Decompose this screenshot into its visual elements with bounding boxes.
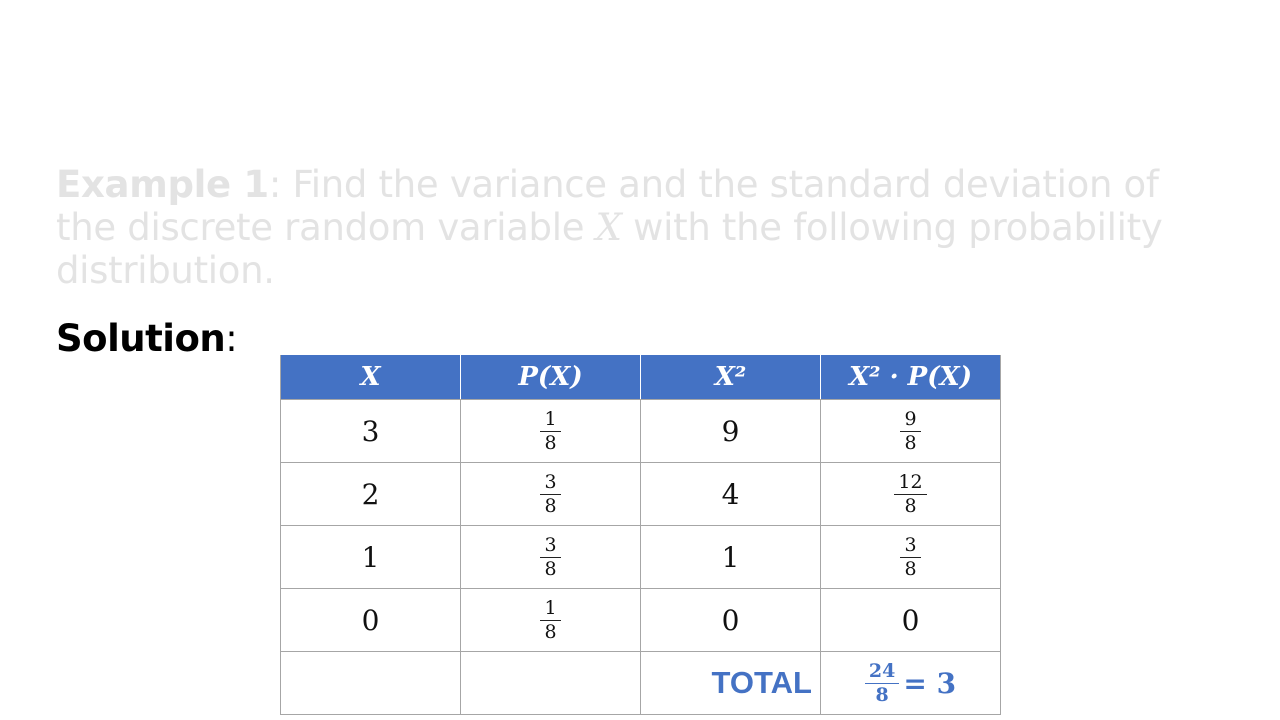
example-prompt: Example 1: Find the variance and the sta… — [56, 163, 1216, 292]
total-result: = 3 — [903, 667, 956, 700]
cell-x-squared-px: 0 — [821, 589, 1001, 652]
fraction-numerator: 1 — [540, 409, 560, 432]
solution-colon: : — [225, 317, 237, 360]
example-label: Example 1 — [56, 163, 269, 206]
cell-x-squared: 4 — [641, 463, 821, 526]
total-value: 24 8 = 3 — [865, 665, 956, 698]
fraction-denominator: 8 — [872, 684, 893, 706]
header-px: P(X) — [461, 355, 641, 400]
fraction-numerator: 12 — [894, 472, 926, 495]
header-x-squared-times-px: X² · P(X) — [821, 355, 1001, 400]
total-row: TOTAL 24 8 = 3 — [281, 652, 1001, 715]
fraction-numerator: 24 — [865, 661, 899, 684]
solution-heading: Solution: — [56, 317, 237, 361]
fraction-numerator: 9 — [900, 409, 920, 432]
fraction-denominator: 8 — [900, 432, 920, 454]
fraction-numerator: 1 — [540, 598, 560, 621]
fraction-numerator: 3 — [540, 472, 560, 495]
header-x-squared: X² — [641, 355, 821, 400]
cell-x-squared: 0 — [641, 589, 821, 652]
fraction: 24 8 — [865, 661, 899, 706]
cell-x: 2 — [281, 463, 461, 526]
total-label-cell: TOTAL — [641, 652, 821, 715]
fraction-numerator: 3 — [900, 535, 920, 558]
example-variable: X — [596, 206, 622, 249]
cell-x-squared: 9 — [641, 400, 821, 463]
fraction-denominator: 8 — [900, 558, 920, 580]
total-empty-cell — [281, 652, 461, 715]
cell-x: 1 — [281, 526, 461, 589]
fraction: 12 8 — [894, 472, 926, 517]
cell-x-squared: 1 — [641, 526, 821, 589]
fraction-denominator: 8 — [900, 495, 920, 517]
total-empty-cell — [461, 652, 641, 715]
cell-x: 3 — [281, 400, 461, 463]
fraction-denominator: 8 — [540, 495, 560, 517]
cell-x-squared-px: 12 8 — [821, 463, 1001, 526]
table-header-row: X P(X) X² X² · P(X) — [281, 355, 1001, 400]
fraction-denominator: 8 — [540, 432, 560, 454]
cell-x: 0 — [281, 589, 461, 652]
fraction-denominator: 8 — [540, 558, 560, 580]
total-value-cell: 24 8 = 3 — [821, 652, 1001, 715]
solution-label: Solution — [56, 317, 225, 360]
total-label: TOTAL — [641, 665, 820, 701]
fraction-denominator: 8 — [540, 621, 560, 643]
header-x: X — [281, 355, 461, 400]
fraction-numerator: 3 — [540, 535, 560, 558]
